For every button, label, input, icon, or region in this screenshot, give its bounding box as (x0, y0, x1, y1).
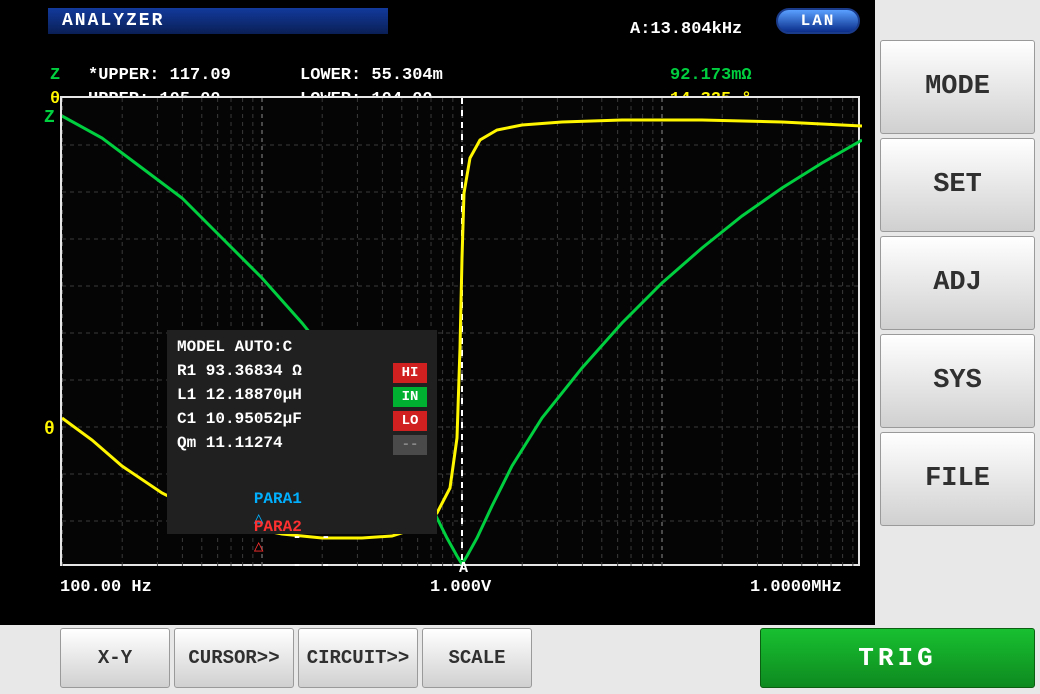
z-lower: LOWER: 55.304m (300, 66, 443, 85)
sys-button[interactable]: SYS (880, 334, 1035, 428)
xy-button[interactable]: X-Y (60, 628, 170, 688)
status-badge: IN (393, 387, 427, 407)
infobox-row: C1 10.95052µFLO (177, 410, 427, 434)
mode-button[interactable]: MODE (880, 40, 1035, 134)
plot-area[interactable]: MODEL AUTO:C R1 93.36834 ΩHIL1 12.18870µ… (60, 96, 860, 566)
infobox-row: R1 93.36834 ΩHI (177, 362, 427, 386)
trig-button[interactable]: TRIG (760, 628, 1035, 688)
set-button[interactable]: SET (880, 138, 1035, 232)
status-badge: HI (393, 363, 427, 383)
title-bar: ANALYZER (48, 8, 388, 34)
y-axis-theta-label: θ (44, 420, 55, 440)
cursor-a-label: A (459, 560, 468, 577)
infobox-row: Qm 11.11274-- (177, 434, 427, 458)
theta-label: θ (50, 90, 60, 109)
file-button[interactable]: FILE (880, 432, 1035, 526)
para2-value: - - (292, 556, 330, 574)
cursor-button[interactable]: CURSOR>> (174, 628, 294, 688)
para2-label: PARA2 (254, 518, 302, 536)
triangle-icon: △ (254, 538, 264, 556)
side-buttons: MODESETADJSYSFILE (880, 40, 1035, 530)
instrument-screen: ANALYZER A:13.804kHz Z *UPPER: 117.09 LO… (0, 0, 875, 625)
infobox-row: L1 12.18870µHIN (177, 386, 427, 410)
z-upper: *UPPER: 117.09 (88, 66, 231, 85)
circuit-button[interactable]: CIRCUIT>> (298, 628, 418, 688)
adj-button[interactable]: ADJ (880, 236, 1035, 330)
x-axis-mid: 1.000V (430, 578, 491, 597)
cursor-frequency: A:13.804kHz (630, 20, 742, 39)
x-axis-right: 1.0000MHz (750, 578, 842, 597)
model-infobox: MODEL AUTO:C R1 93.36834 ΩHIL1 12.18870µ… (167, 330, 437, 534)
y-axis-z-label: Z (44, 108, 55, 128)
status-badge: -- (393, 435, 427, 455)
bottom-buttons: X-YCURSOR>>CIRCUIT>>SCALE (60, 628, 532, 688)
scale-button[interactable]: SCALE (422, 628, 532, 688)
z-readout: 92.173mΩ (670, 66, 752, 85)
para2-row: PARA2 △ - - (177, 500, 427, 524)
z-label: Z (50, 66, 60, 85)
x-axis-left: 100.00 Hz (60, 578, 152, 597)
infobox-title: MODEL AUTO:C (177, 338, 427, 362)
lan-badge: LAN (776, 8, 860, 34)
status-badge: LO (393, 411, 427, 431)
para1-row: PARA1 △ - - (177, 472, 427, 496)
